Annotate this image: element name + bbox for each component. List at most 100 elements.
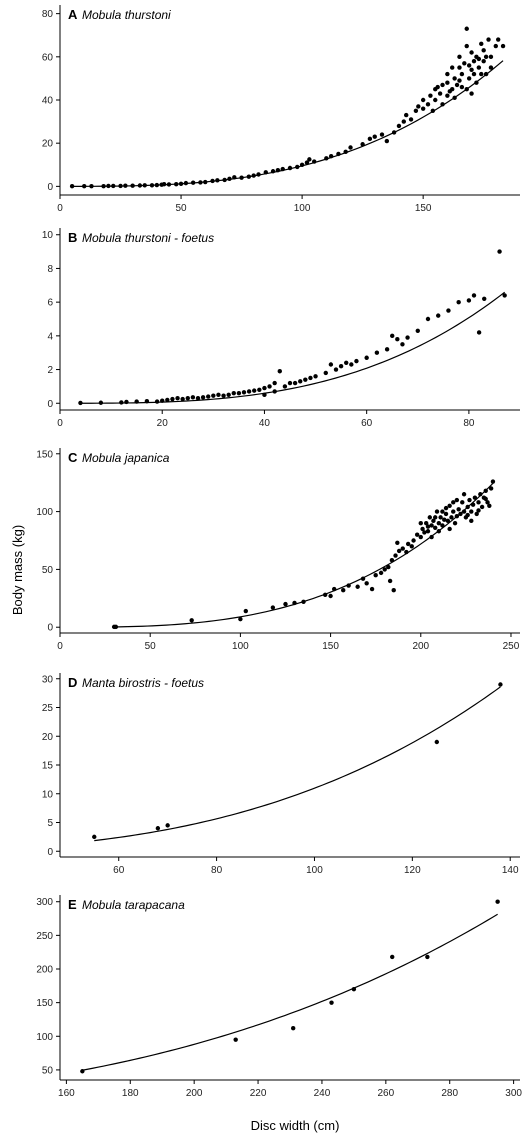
panel-c-data-point	[460, 500, 465, 505]
panel-a-data-point	[239, 175, 244, 180]
panel-c-x-tick-label: 50	[145, 641, 157, 652]
panel-e-y-tick-label: 250	[36, 931, 53, 942]
panel-e-y-tick-label: 100	[36, 1032, 53, 1043]
panel-d-data-point	[155, 826, 161, 831]
panel-a-data-point	[488, 54, 494, 60]
panel-b-x-tick-label: 60	[361, 418, 373, 429]
panel-c-data-point	[378, 570, 384, 576]
panel-d-y-tick-label: 5	[47, 818, 53, 829]
panel-b-data-point	[349, 362, 354, 367]
panel-b-data-point	[333, 367, 339, 372]
panel-c-data-point	[292, 600, 297, 606]
panel-d-y-tick-label: 15	[42, 761, 54, 772]
panel-e-x-tick-label: 280	[441, 1088, 458, 1099]
panel-a-data-point	[454, 82, 460, 88]
panel-c-data-point	[400, 546, 405, 551]
panel-a-data-point	[304, 160, 310, 165]
panel-d-x-tick-label: 100	[306, 865, 323, 876]
panel-b-data-point	[170, 396, 175, 402]
panel-c-data-point	[346, 583, 351, 588]
panel-a-x-tick-label: 50	[175, 203, 187, 214]
panel-c-data-point	[438, 515, 443, 520]
panel-a-data-point	[471, 58, 477, 64]
panel-b-data-point	[482, 296, 487, 301]
panel-c-data-point	[113, 624, 119, 630]
panel-d-x-tick-label: 140	[502, 865, 519, 876]
panel-a-y-tick-label: 0	[47, 182, 53, 193]
panel-a-data-point	[479, 41, 484, 47]
panel-a-data-point	[299, 162, 305, 167]
panel-c-data-point	[443, 505, 449, 511]
panel-c-data-point	[451, 509, 456, 514]
panel-a-data-point	[496, 37, 501, 42]
panel-b-data-point	[257, 387, 262, 392]
panel-a-data-point	[466, 76, 472, 81]
panel-a-data-point	[483, 54, 489, 60]
panel-e-title: Mobula tarapacana	[82, 898, 185, 912]
panel-d-title: Manta birostris - foetus	[82, 676, 204, 690]
panel-e-data-point	[425, 954, 430, 960]
panel-c-x-tick-label: 250	[503, 641, 520, 652]
panel-d-y-tick-label: 25	[42, 703, 54, 714]
panel-c-data-point	[360, 576, 366, 581]
panel-a-data-point	[447, 89, 452, 94]
panel-b-data-point	[144, 399, 150, 404]
panel-b-data-point	[338, 363, 344, 369]
panel-c-data-point	[458, 511, 463, 517]
panel-c-data-point	[474, 511, 479, 517]
panel-e-x-tick-label: 160	[58, 1088, 75, 1099]
panel-b-data-point	[313, 374, 318, 379]
panel-c-data-point	[411, 538, 416, 543]
panel-c-data-point	[436, 520, 442, 526]
panel-b-data-point	[252, 388, 257, 393]
panel-c-data-point	[395, 540, 400, 546]
panel-a-data-point	[481, 58, 486, 64]
panel-a-data-point	[425, 102, 431, 107]
panel-b-data-point	[354, 358, 359, 364]
panel-c-y-tick-label: 0	[47, 623, 53, 634]
panel-b-data-point	[262, 385, 267, 391]
panel-c-data-point	[490, 479, 496, 484]
panel-c-data-point	[433, 515, 438, 520]
panel-c-data-point	[369, 586, 375, 592]
panel-a-data-point	[433, 97, 438, 103]
panel-c-data-point	[449, 515, 454, 520]
panel-b-data-point	[466, 298, 472, 303]
panel-c-data-point	[465, 512, 470, 518]
panel-d-x-tick-label: 80	[211, 865, 223, 876]
panel-b-data-point	[154, 399, 160, 404]
panel-a-data-point	[413, 108, 419, 114]
panel-c-data-point	[440, 509, 445, 514]
panel-e-x-tick-label: 300	[505, 1088, 522, 1099]
panel-a-data-point	[198, 180, 203, 185]
panel-c-x-tick-label: 0	[57, 641, 63, 652]
panel-a-x-tick-label: 150	[415, 203, 432, 214]
panel-d-data-point	[498, 682, 503, 687]
panel-b-data-point	[323, 370, 328, 376]
panel-b-y-tick-label: 6	[47, 298, 53, 309]
panel-a-data-point	[474, 80, 479, 85]
panel-a-data-point	[471, 71, 477, 77]
panel-c-data-point	[479, 504, 485, 510]
panel-b-data-point	[134, 399, 139, 404]
panel-b-data-point	[195, 396, 201, 401]
panel-e-letter: E	[68, 897, 77, 912]
panel-a-data-point	[82, 183, 87, 189]
panel-c-data-point	[418, 520, 423, 526]
panel-a-data-point	[440, 82, 445, 88]
panel-a-data-point	[174, 182, 179, 187]
panel-a-data-point	[437, 91, 443, 96]
panel-a-data-point	[130, 183, 135, 188]
panel-a-data-point	[190, 180, 196, 185]
panel-b-data-point	[267, 384, 272, 389]
panel-a-data-point	[312, 159, 317, 164]
panel-a-data-point	[445, 93, 450, 98]
panel-d-data-point	[92, 834, 97, 840]
panel-a-data-point	[479, 71, 484, 77]
panel-a-data-point	[101, 183, 106, 189]
panel-b-data-point	[287, 380, 293, 386]
panel-c-data-point	[270, 605, 276, 610]
panel-a-data-point	[459, 71, 465, 77]
panel-a-data-point	[396, 123, 402, 129]
